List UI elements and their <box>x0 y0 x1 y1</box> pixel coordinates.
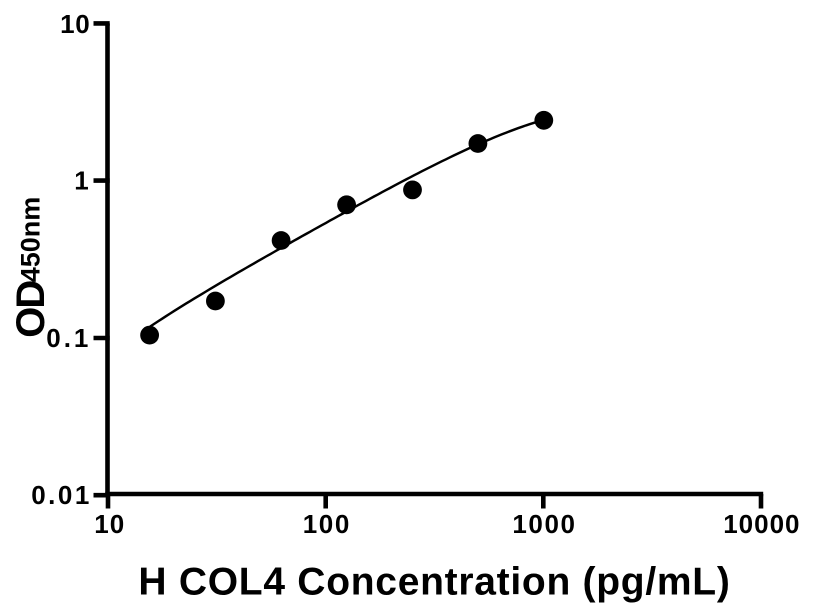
svg-text:100: 100 <box>303 509 351 539</box>
svg-text:0.1: 0.1 <box>46 323 91 353</box>
svg-text:1: 1 <box>74 165 88 195</box>
svg-text:OD450nm: OD450nm <box>9 197 53 338</box>
svg-text:H COL4 Concentration (pg/mL): H COL4 Concentration (pg/mL) <box>138 561 730 604</box>
svg-text:10000: 10000 <box>723 509 800 539</box>
svg-text:0.01: 0.01 <box>31 480 92 510</box>
svg-text:10: 10 <box>94 509 125 539</box>
svg-text:1000: 1000 <box>512 509 576 539</box>
svg-text:10: 10 <box>60 9 90 39</box>
